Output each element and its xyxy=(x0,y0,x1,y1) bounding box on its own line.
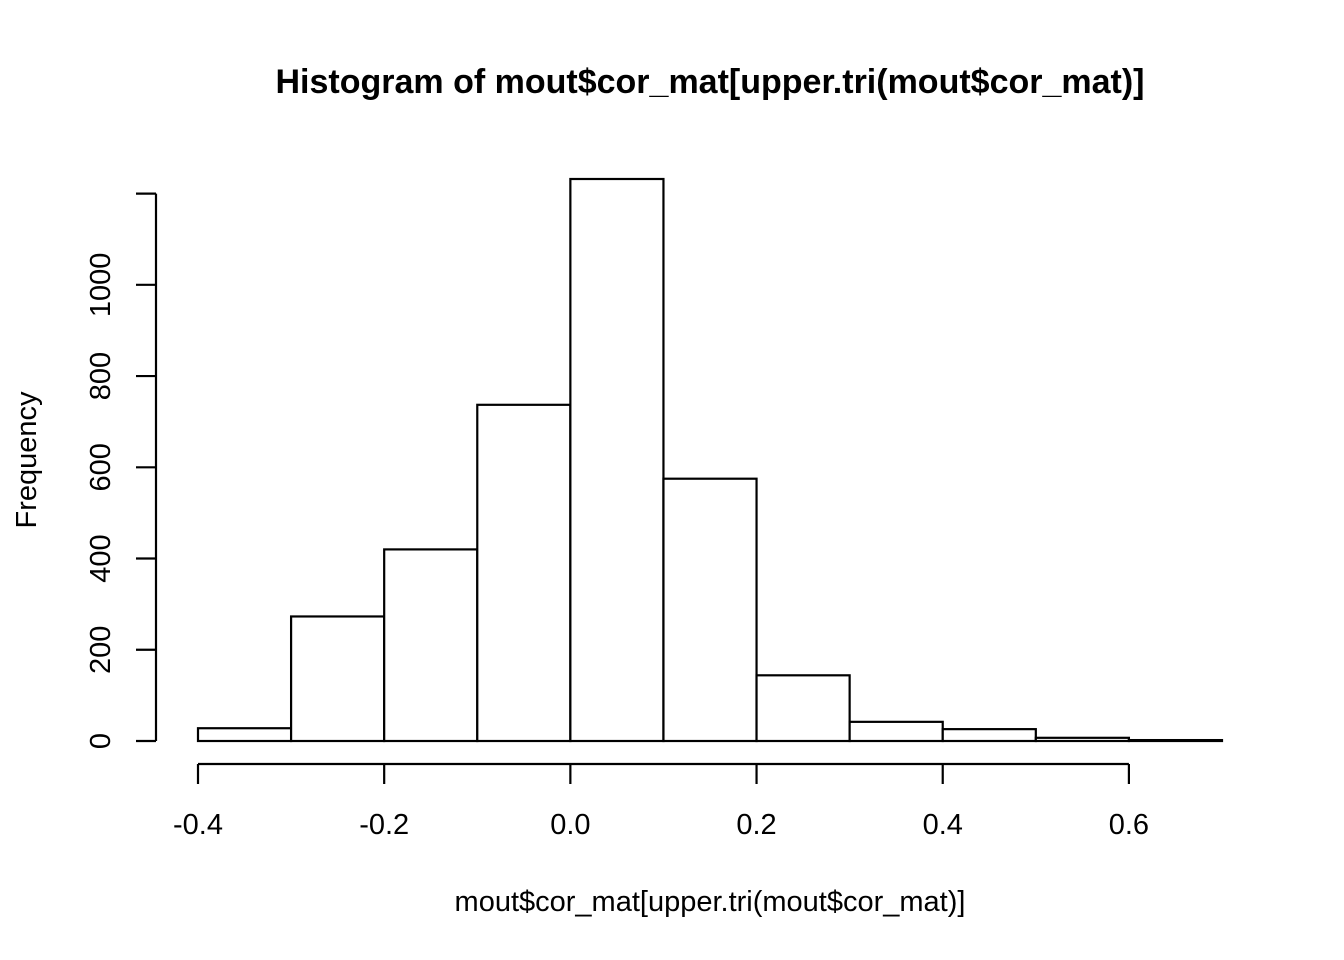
histogram-bar xyxy=(755,674,851,743)
x-axis: -0.4 -0.2 0.0 0.2 0.4 0.6 xyxy=(173,762,1149,841)
y-tick-label: 1000 xyxy=(85,253,117,318)
histogram-bar xyxy=(476,403,572,743)
y-tick-label: 200 xyxy=(85,626,117,674)
histogram-bar xyxy=(848,720,944,743)
y-tick-label: 800 xyxy=(85,352,117,400)
y-tick-label: 600 xyxy=(85,443,117,491)
histogram-bar xyxy=(662,477,758,743)
x-tick-label: -0.4 xyxy=(173,809,223,841)
histogram-bar xyxy=(941,728,1037,743)
x-tick-label: 0.2 xyxy=(736,809,776,841)
y-tick-label: 0 xyxy=(85,733,117,749)
histogram-bar xyxy=(196,727,293,743)
y-axis: 0 200 400 600 800 1000 xyxy=(85,192,158,749)
x-tick-label: 0.6 xyxy=(1109,809,1149,841)
histogram-bars xyxy=(196,177,1224,743)
histogram-bar xyxy=(289,615,386,743)
y-axis-label: Frequency xyxy=(11,391,43,529)
x-axis-label: mout$cor_mat[upper.tri(mout$cor_mat)] xyxy=(455,886,966,918)
x-tick-label: 0.4 xyxy=(923,809,963,841)
chart-title: Histogram of mout$cor_mat[upper.tri(mout… xyxy=(276,63,1145,101)
histogram-bar xyxy=(383,548,479,743)
x-tick-label: 0.0 xyxy=(550,809,590,841)
histogram-bar xyxy=(569,177,665,743)
histogram-bar xyxy=(1034,736,1131,743)
histogram-bar xyxy=(1127,738,1224,743)
x-tick-label: -0.2 xyxy=(359,809,409,841)
y-tick-label: 400 xyxy=(85,534,117,582)
